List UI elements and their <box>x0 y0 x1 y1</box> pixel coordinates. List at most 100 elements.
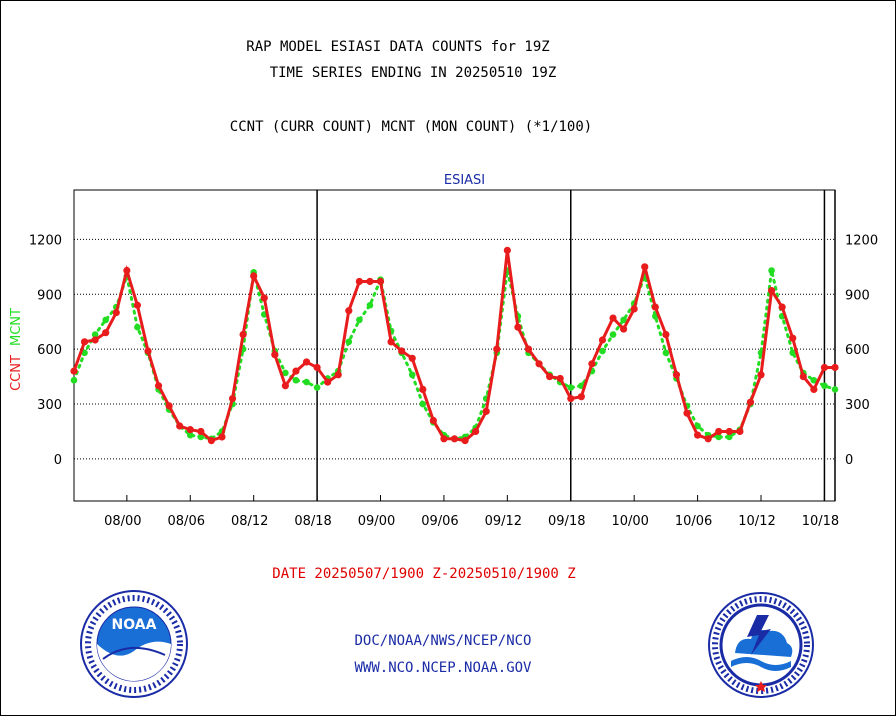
point-mcnt-3 <box>102 316 110 324</box>
y-tick-left-1200: 1200 <box>29 233 62 248</box>
point-mcnt-2 <box>91 331 99 338</box>
x-tick-08-12: 08/12 <box>231 514 268 529</box>
point-ccnt-56 <box>662 330 670 339</box>
point-ccnt-60 <box>704 435 712 443</box>
point-ccnt-43 <box>524 345 533 353</box>
series-line-mcnt <box>72 270 837 441</box>
point-ccnt-54 <box>641 263 649 271</box>
point-ccnt-70 <box>810 385 818 394</box>
point-mcnt-70 <box>810 376 818 384</box>
y-tick-labels: 0 0 300 300 600 600 900 900 1200 1200 <box>29 233 878 468</box>
point-mcnt-20 <box>282 369 289 377</box>
point-ccnt-34 <box>429 416 437 425</box>
point-ccnt-35 <box>440 435 448 443</box>
point-mcnt-71 <box>821 382 828 390</box>
gridlines <box>74 238 835 460</box>
point-ccnt-66 <box>767 287 776 295</box>
point-ccnt-63 <box>736 427 744 436</box>
point-mcnt-32 <box>408 371 416 379</box>
chart-subtitle: CCNT (CURR COUNT) MCNT (MON COUNT) (*1/1… <box>229 119 593 135</box>
point-ccnt-46 <box>556 374 564 383</box>
date-range-label: DATE 20250507/1900 Z-20250510/1900 Z <box>272 566 576 582</box>
point-mcnt-22 <box>303 378 310 386</box>
point-ccnt-19 <box>271 351 279 359</box>
x-tick-09-00: 09/00 <box>358 514 395 529</box>
x-tick-10-00: 10/00 <box>611 514 648 529</box>
x-tick-08-00: 08/00 <box>104 514 141 529</box>
plot-area <box>73 189 836 502</box>
x-tick-labels: 08/00 08/06 08/12 08/18 09/00 09/06 09/12 09/18… <box>104 495 839 529</box>
y-tick-left-300: 300 <box>37 398 62 413</box>
x-tick-10-06: 10/06 <box>675 514 712 529</box>
point-mcnt-27 <box>356 316 363 324</box>
point-ccnt-5 <box>123 266 131 275</box>
point-ccnt-58 <box>683 409 691 417</box>
point-ccnt-8 <box>154 382 163 390</box>
point-ccnt-59 <box>693 431 702 439</box>
point-ccnt-12 <box>197 427 205 436</box>
point-ccnt-26 <box>345 307 353 315</box>
point-mcnt-59 <box>694 422 701 430</box>
point-ccnt-65 <box>757 371 765 379</box>
x-tick-09-06: 09/06 <box>421 514 458 529</box>
point-ccnt-13 <box>207 437 216 445</box>
noaa-logo-text: NOAA <box>112 617 157 633</box>
x-tick-10-18: 10/18 <box>802 514 839 529</box>
point-ccnt-7 <box>144 347 152 355</box>
point-ccnt-37 <box>461 437 469 445</box>
point-ccnt-40 <box>493 345 501 353</box>
y-axis-label-ccnt: CCNT <box>9 355 24 391</box>
point-ccnt-64 <box>746 398 755 406</box>
point-ccnt-23 <box>313 363 321 372</box>
point-ccnt-50 <box>598 336 607 344</box>
series-line-ccnt <box>72 250 837 443</box>
x-tick-09-12: 09/12 <box>485 514 522 529</box>
point-ccnt-71 <box>820 363 829 372</box>
point-ccnt-3 <box>102 329 110 337</box>
point-mcnt-62 <box>726 433 733 441</box>
footer-website: WWW.NCO.NCEP.NOAA.GOV <box>354 660 532 676</box>
point-mcnt-21 <box>292 376 300 384</box>
point-mcnt-0 <box>70 376 78 384</box>
point-ccnt-6 <box>133 301 142 309</box>
point-mcnt-47 <box>567 384 575 391</box>
point-ccnt-2 <box>91 336 99 344</box>
panel-title: ESIASI <box>444 173 485 188</box>
point-mcnt-26 <box>345 338 353 346</box>
point-ccnt-25 <box>334 371 342 379</box>
point-ccnt-22 <box>302 358 311 366</box>
point-mcnt-72 <box>831 386 839 393</box>
y-axis-label-mcnt: MCNT <box>9 308 24 346</box>
point-mcnt-28 <box>366 301 374 309</box>
y-tick-left-900: 900 <box>37 288 62 303</box>
x-tick-09-18: 09/18 <box>548 514 585 529</box>
point-mcnt-50 <box>599 347 606 355</box>
y-tick-right-0: 0 <box>845 453 853 468</box>
point-ccnt-45 <box>546 373 554 381</box>
y-tick-left-0: 0 <box>54 453 62 468</box>
point-ccnt-55 <box>651 303 659 311</box>
point-ccnt-49 <box>588 360 596 368</box>
point-ccnt-39 <box>482 407 490 415</box>
point-ccnt-68 <box>789 334 797 342</box>
point-mcnt-56 <box>662 349 670 357</box>
point-ccnt-48 <box>577 393 585 401</box>
point-ccnt-14 <box>218 433 226 441</box>
point-ccnt-30 <box>387 338 395 346</box>
point-mcnt-23 <box>313 384 321 391</box>
point-ccnt-69 <box>799 373 807 381</box>
point-ccnt-57 <box>672 371 681 379</box>
point-ccnt-41 <box>503 246 511 254</box>
point-ccnt-24 <box>324 378 332 386</box>
point-ccnt-11 <box>186 426 194 434</box>
point-mcnt-66 <box>768 267 775 274</box>
point-ccnt-67 <box>778 303 786 311</box>
point-ccnt-62 <box>725 427 733 436</box>
point-ccnt-1 <box>80 338 89 346</box>
point-mcnt-1 <box>81 349 88 357</box>
point-ccnt-53 <box>630 305 638 313</box>
point-mcnt-6 <box>134 323 141 331</box>
footer-org-path: DOC/NOAA/NWS/NCEP/NCO <box>354 633 532 649</box>
point-ccnt-38 <box>472 427 480 436</box>
